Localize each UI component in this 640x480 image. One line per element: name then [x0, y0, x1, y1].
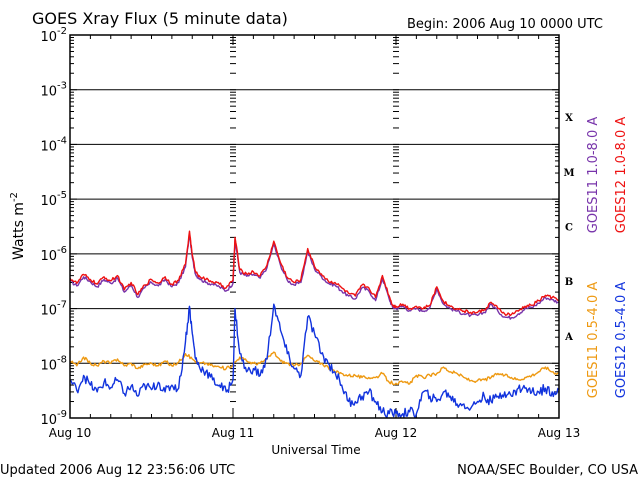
- legend-entry: GOES11 1.0-8.0 A: [586, 117, 601, 234]
- x-tick-label: Aug 12: [375, 426, 418, 440]
- series-line-3: [69, 351, 560, 386]
- flare-class-label: M: [563, 168, 574, 179]
- x-axis-label: Universal Time: [271, 443, 360, 457]
- flare-class-labels: A B C M X: [563, 113, 574, 343]
- y-tick-label: 10-2: [40, 26, 67, 45]
- x-tick-label: Aug 11: [212, 426, 255, 440]
- y-tick-label: 10-3: [40, 81, 67, 100]
- plot-grid: [70, 89, 559, 364]
- chart-title: GOES Xray Flux (5 minute data): [32, 9, 288, 28]
- plot-frame: [69, 34, 560, 419]
- y-tick-labels: 10-9 10-8 10-7 10-6 10-5 10-4 10-3 10-2: [40, 26, 67, 428]
- series-line-2: [69, 230, 560, 317]
- y-tick-label: 10-9: [40, 409, 67, 428]
- legend-label: GOES11 1.0-8.0 A: [586, 117, 601, 234]
- y-tick-label: 10-4: [40, 135, 67, 154]
- flare-class-label: C: [565, 223, 573, 234]
- legend-entry: GOES12 0.5-4.0 A: [614, 282, 629, 399]
- axis-ticks: [69, 35, 560, 419]
- x-tick-label: Aug 10: [49, 426, 92, 440]
- x-tick-label: Aug 13: [538, 426, 581, 440]
- updated-timestamp: Updated 2006 Aug 12 23:56:06 UTC: [0, 463, 235, 478]
- legend-label: GOES12 1.0-8.0 A: [614, 117, 629, 234]
- y-tick-label: 10-7: [40, 300, 67, 319]
- legend-entry: GOES11 0.5-4.0 A: [586, 282, 601, 399]
- legend-entry: GOES12 1.0-8.0 A: [614, 117, 629, 234]
- flare-class-label: X: [565, 113, 573, 124]
- y-tick-label: 10-8: [40, 354, 67, 373]
- y-tick-label: 10-5: [40, 190, 67, 209]
- begin-time: Begin: 2006 Aug 10 0000 UTC: [407, 17, 603, 32]
- series-lines: [69, 230, 560, 419]
- legend-label: GOES11 0.5-4.0 A: [586, 282, 601, 399]
- y-tick-label: 10-6: [40, 245, 67, 264]
- x-tick-labels: Aug 10 Aug 11 Aug 12 Aug 13: [49, 426, 581, 440]
- y-axis-label: Watts m-2: [9, 192, 27, 260]
- credit-text: NOAA/SEC Boulder, CO USA: [457, 463, 638, 478]
- series-line-1: [69, 233, 560, 320]
- svg-text:Watts m-2: Watts m-2: [9, 192, 27, 260]
- flare-class-label: A: [564, 332, 573, 343]
- legend-label: GOES12 0.5-4.0 A: [614, 282, 629, 399]
- flare-class-label: B: [565, 277, 573, 288]
- series-line-4: [69, 303, 560, 419]
- legend: GOES11 1.0-8.0 A GOES12 1.0-8.0 A GOES11 0…: [586, 117, 629, 399]
